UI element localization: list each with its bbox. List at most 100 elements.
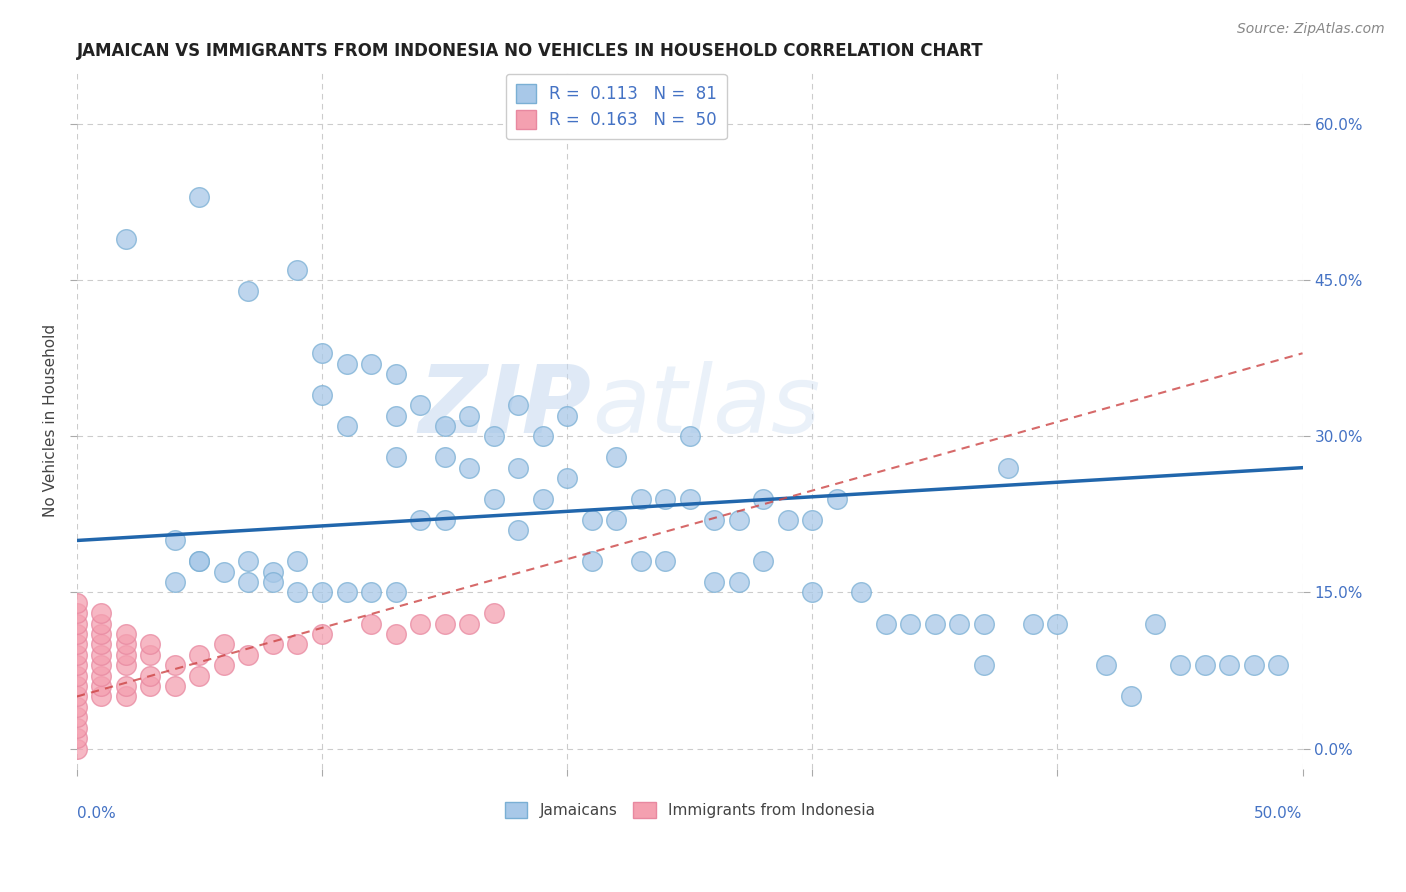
Point <box>335 419 357 434</box>
Point <box>409 513 432 527</box>
Point <box>139 638 162 652</box>
Point <box>188 648 211 662</box>
Point <box>360 616 382 631</box>
Point <box>66 607 89 621</box>
Point <box>482 607 505 621</box>
Point <box>1144 616 1167 631</box>
Point <box>262 575 284 590</box>
Text: Source: ZipAtlas.com: Source: ZipAtlas.com <box>1237 22 1385 37</box>
Point <box>360 585 382 599</box>
Point <box>115 648 138 662</box>
Point <box>90 669 112 683</box>
Point <box>66 710 89 724</box>
Point <box>875 616 897 631</box>
Point <box>212 658 235 673</box>
Point <box>1168 658 1191 673</box>
Legend: Jamaicans, Immigrants from Indonesia: Jamaicans, Immigrants from Indonesia <box>498 797 882 824</box>
Point <box>360 357 382 371</box>
Point <box>287 263 309 277</box>
Point <box>581 513 603 527</box>
Point <box>163 575 186 590</box>
Point <box>924 616 946 631</box>
Point <box>188 554 211 568</box>
Point <box>433 616 456 631</box>
Point <box>238 575 260 590</box>
Point <box>66 638 89 652</box>
Point <box>776 513 799 527</box>
Point <box>703 575 725 590</box>
Point <box>555 409 578 423</box>
Point <box>66 679 89 693</box>
Point <box>262 638 284 652</box>
Point <box>287 554 309 568</box>
Text: 0.0%: 0.0% <box>77 805 115 821</box>
Point <box>605 513 627 527</box>
Point <box>311 346 333 360</box>
Point <box>115 232 138 246</box>
Point <box>90 627 112 641</box>
Point <box>90 616 112 631</box>
Point <box>188 554 211 568</box>
Point <box>605 450 627 465</box>
Point <box>90 690 112 704</box>
Point <box>335 585 357 599</box>
Point <box>238 554 260 568</box>
Point <box>654 491 676 506</box>
Point <box>752 491 775 506</box>
Point <box>825 491 848 506</box>
Point <box>212 638 235 652</box>
Point <box>335 357 357 371</box>
Point <box>66 721 89 735</box>
Point <box>90 658 112 673</box>
Point <box>90 638 112 652</box>
Point <box>212 565 235 579</box>
Point <box>66 616 89 631</box>
Text: atlas: atlas <box>592 361 820 452</box>
Point <box>458 616 481 631</box>
Point <box>311 585 333 599</box>
Point <box>654 554 676 568</box>
Point <box>801 585 824 599</box>
Point <box>898 616 921 631</box>
Point <box>66 690 89 704</box>
Point <box>188 669 211 683</box>
Point <box>1046 616 1069 631</box>
Point <box>508 523 530 537</box>
Point <box>727 575 749 590</box>
Point <box>1119 690 1142 704</box>
Point <box>531 491 554 506</box>
Point <box>1243 658 1265 673</box>
Point <box>1194 658 1216 673</box>
Point <box>581 554 603 568</box>
Point <box>238 284 260 298</box>
Point <box>1218 658 1240 673</box>
Text: JAMAICAN VS IMMIGRANTS FROM INDONESIA NO VEHICLES IN HOUSEHOLD CORRELATION CHART: JAMAICAN VS IMMIGRANTS FROM INDONESIA NO… <box>77 42 983 60</box>
Point <box>66 596 89 610</box>
Point <box>115 658 138 673</box>
Point <box>433 419 456 434</box>
Point <box>115 638 138 652</box>
Point <box>555 471 578 485</box>
Point <box>238 648 260 662</box>
Point <box>139 679 162 693</box>
Point <box>66 731 89 745</box>
Point <box>163 679 186 693</box>
Point <box>458 460 481 475</box>
Point <box>384 450 406 465</box>
Text: 50.0%: 50.0% <box>1254 805 1302 821</box>
Point <box>630 491 652 506</box>
Point <box>679 491 702 506</box>
Point <box>679 429 702 443</box>
Text: ZIP: ZIP <box>419 361 592 453</box>
Point <box>948 616 970 631</box>
Point <box>1267 658 1289 673</box>
Point <box>188 190 211 204</box>
Point <box>384 585 406 599</box>
Point <box>262 565 284 579</box>
Point <box>384 367 406 381</box>
Point <box>66 669 89 683</box>
Point <box>508 398 530 412</box>
Point <box>384 627 406 641</box>
Point <box>311 627 333 641</box>
Point <box>163 658 186 673</box>
